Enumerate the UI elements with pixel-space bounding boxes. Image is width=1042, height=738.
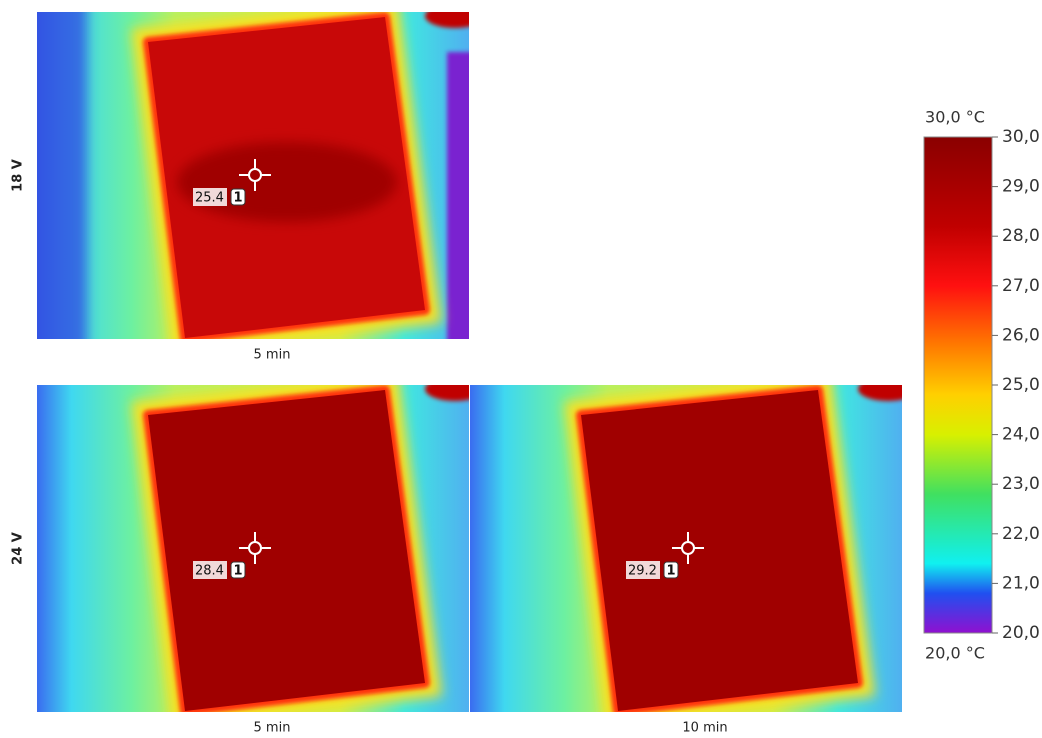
marker: 1 <box>666 564 675 579</box>
colorbar-min-label: 20,0 °C <box>925 644 985 663</box>
cold-right <box>447 52 487 379</box>
reading: 25.4 <box>195 191 224 206</box>
colorbar-tick-label: 24,0 <box>1002 425 1040 445</box>
colorbar-max-label: 30,0 °C <box>925 108 985 127</box>
colorbar-tick-label: 28,0 <box>1002 226 1040 246</box>
colorbar-tick-label: 25,0 <box>1002 375 1040 395</box>
hot-body <box>148 390 425 711</box>
colorbar-tick-label: 20,0 <box>1002 623 1040 643</box>
colorbar-tick-label: 21,0 <box>1002 573 1040 593</box>
row-label: 18 V <box>11 159 26 192</box>
cold-left <box>17 0 87 359</box>
colorbar-tick-label: 23,0 <box>1002 474 1040 494</box>
colorbar-tick-label: 26,0 <box>1002 325 1040 345</box>
hot-corner <box>425 4 485 28</box>
caption: 10 min <box>682 721 727 736</box>
caption: 5 min <box>254 348 291 363</box>
marker: 1 <box>233 191 242 206</box>
warm-zone <box>177 142 397 222</box>
caption: 5 min <box>254 721 291 736</box>
hot-corner <box>858 377 918 401</box>
colorbar-tick-label: 22,0 <box>1002 524 1040 544</box>
colorbar-tick-label: 29,0 <box>1002 177 1040 197</box>
colorbar-tick-label: 30,0 <box>1002 127 1040 147</box>
colorbar <box>924 137 992 633</box>
colorbar-tick-label: 27,0 <box>1002 276 1040 296</box>
figure: 30,0 °C 20,0 °C 30,0 29,0 28,0 27,0 26,0 25,0… <box>0 0 1042 738</box>
hot-body <box>581 390 858 711</box>
reading: 29.2 <box>628 564 657 579</box>
marker: 1 <box>233 564 242 579</box>
reading: 28.4 <box>195 564 224 579</box>
row-label: 24 V <box>11 532 26 565</box>
